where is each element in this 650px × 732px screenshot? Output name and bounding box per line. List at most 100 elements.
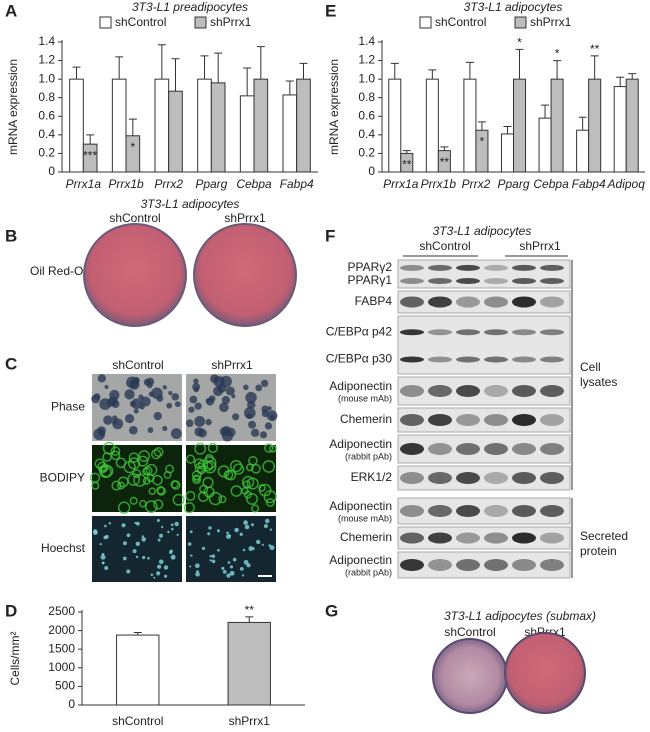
band [512,443,536,455]
cell [127,457,141,470]
cell [132,549,137,554]
bar [282,94,298,173]
blot-label: PPARγ1 [348,273,393,287]
blot-label: Chemerin [340,530,392,544]
cell [241,574,245,577]
cell [126,533,131,538]
error-bar [214,52,223,83]
cell [172,493,185,506]
cell [141,535,145,538]
band [540,472,564,484]
cell [99,542,102,546]
legend-label: shPrrx1 [530,15,572,29]
error-bar [285,80,294,95]
band [484,296,508,308]
band [512,296,536,308]
cell [261,409,269,418]
chart-title: 3T3-L1 preadipocytes [132,0,248,14]
bar [116,634,160,706]
band [512,278,536,284]
band [484,532,508,544]
significance: * [517,36,522,50]
cell [122,541,127,546]
cell [195,571,200,577]
cell [226,531,229,535]
band [512,414,536,426]
band [428,505,452,517]
cell [121,523,126,528]
error-bar [590,55,599,80]
cell [269,545,275,551]
cell [153,447,164,458]
cell [168,391,173,396]
y-axis-label: mRNA expression [327,59,341,155]
cell [211,554,216,558]
error-bar [402,150,411,154]
cell [194,442,207,455]
cell [216,529,220,533]
cell [208,491,223,506]
cell [158,559,164,565]
row-label: Hoechst [41,541,86,555]
band [400,356,424,363]
x-tick-label: Prrx1a [383,177,419,191]
cell [217,548,220,552]
band [512,264,536,271]
bar [253,78,269,173]
x-tick-label: Cebpa [236,177,272,191]
cell [151,387,163,400]
cell [185,454,196,464]
blot-label: Adiponectin [329,553,392,567]
cell [211,559,216,564]
band [428,296,452,308]
error-bar [578,116,587,131]
cell [147,557,150,560]
row-label: Phase [51,400,85,414]
error-bar [465,61,474,80]
cell [92,530,98,536]
band [484,264,508,271]
cell [189,565,192,568]
cell [156,518,160,523]
cell [145,463,158,476]
cell [108,521,112,525]
cell [244,524,250,530]
cell [258,484,266,492]
cell [163,574,168,578]
band [400,278,424,284]
error-bar [428,69,437,80]
error-bar [256,46,265,80]
cell [110,450,121,461]
bar [588,78,602,173]
y-tick-label: 0 [68,697,75,711]
band [484,414,508,426]
x-tick-label: Prrx2 [462,177,491,191]
y-tick-label: 1.0 [358,71,375,85]
cell [170,428,182,439]
bar [425,78,439,173]
cell [102,452,112,462]
band [428,532,452,544]
panel-letter: G [325,601,338,620]
cell [189,530,193,534]
error-bar [157,44,166,80]
error-bar [128,118,137,136]
cell [97,374,107,383]
cell [221,566,225,571]
cell [242,480,251,489]
band [484,505,508,517]
cell [176,533,179,536]
cell [250,428,260,437]
cell [243,407,256,419]
error-bar [390,62,399,80]
band [540,278,564,284]
legend-label: shControl [435,15,486,29]
error-bar [243,67,252,96]
stained-dish [83,223,187,327]
significance: * [480,134,485,148]
band [400,443,424,455]
cell [223,470,234,480]
cell [128,425,138,435]
blot-label: FABP4 [355,294,393,308]
